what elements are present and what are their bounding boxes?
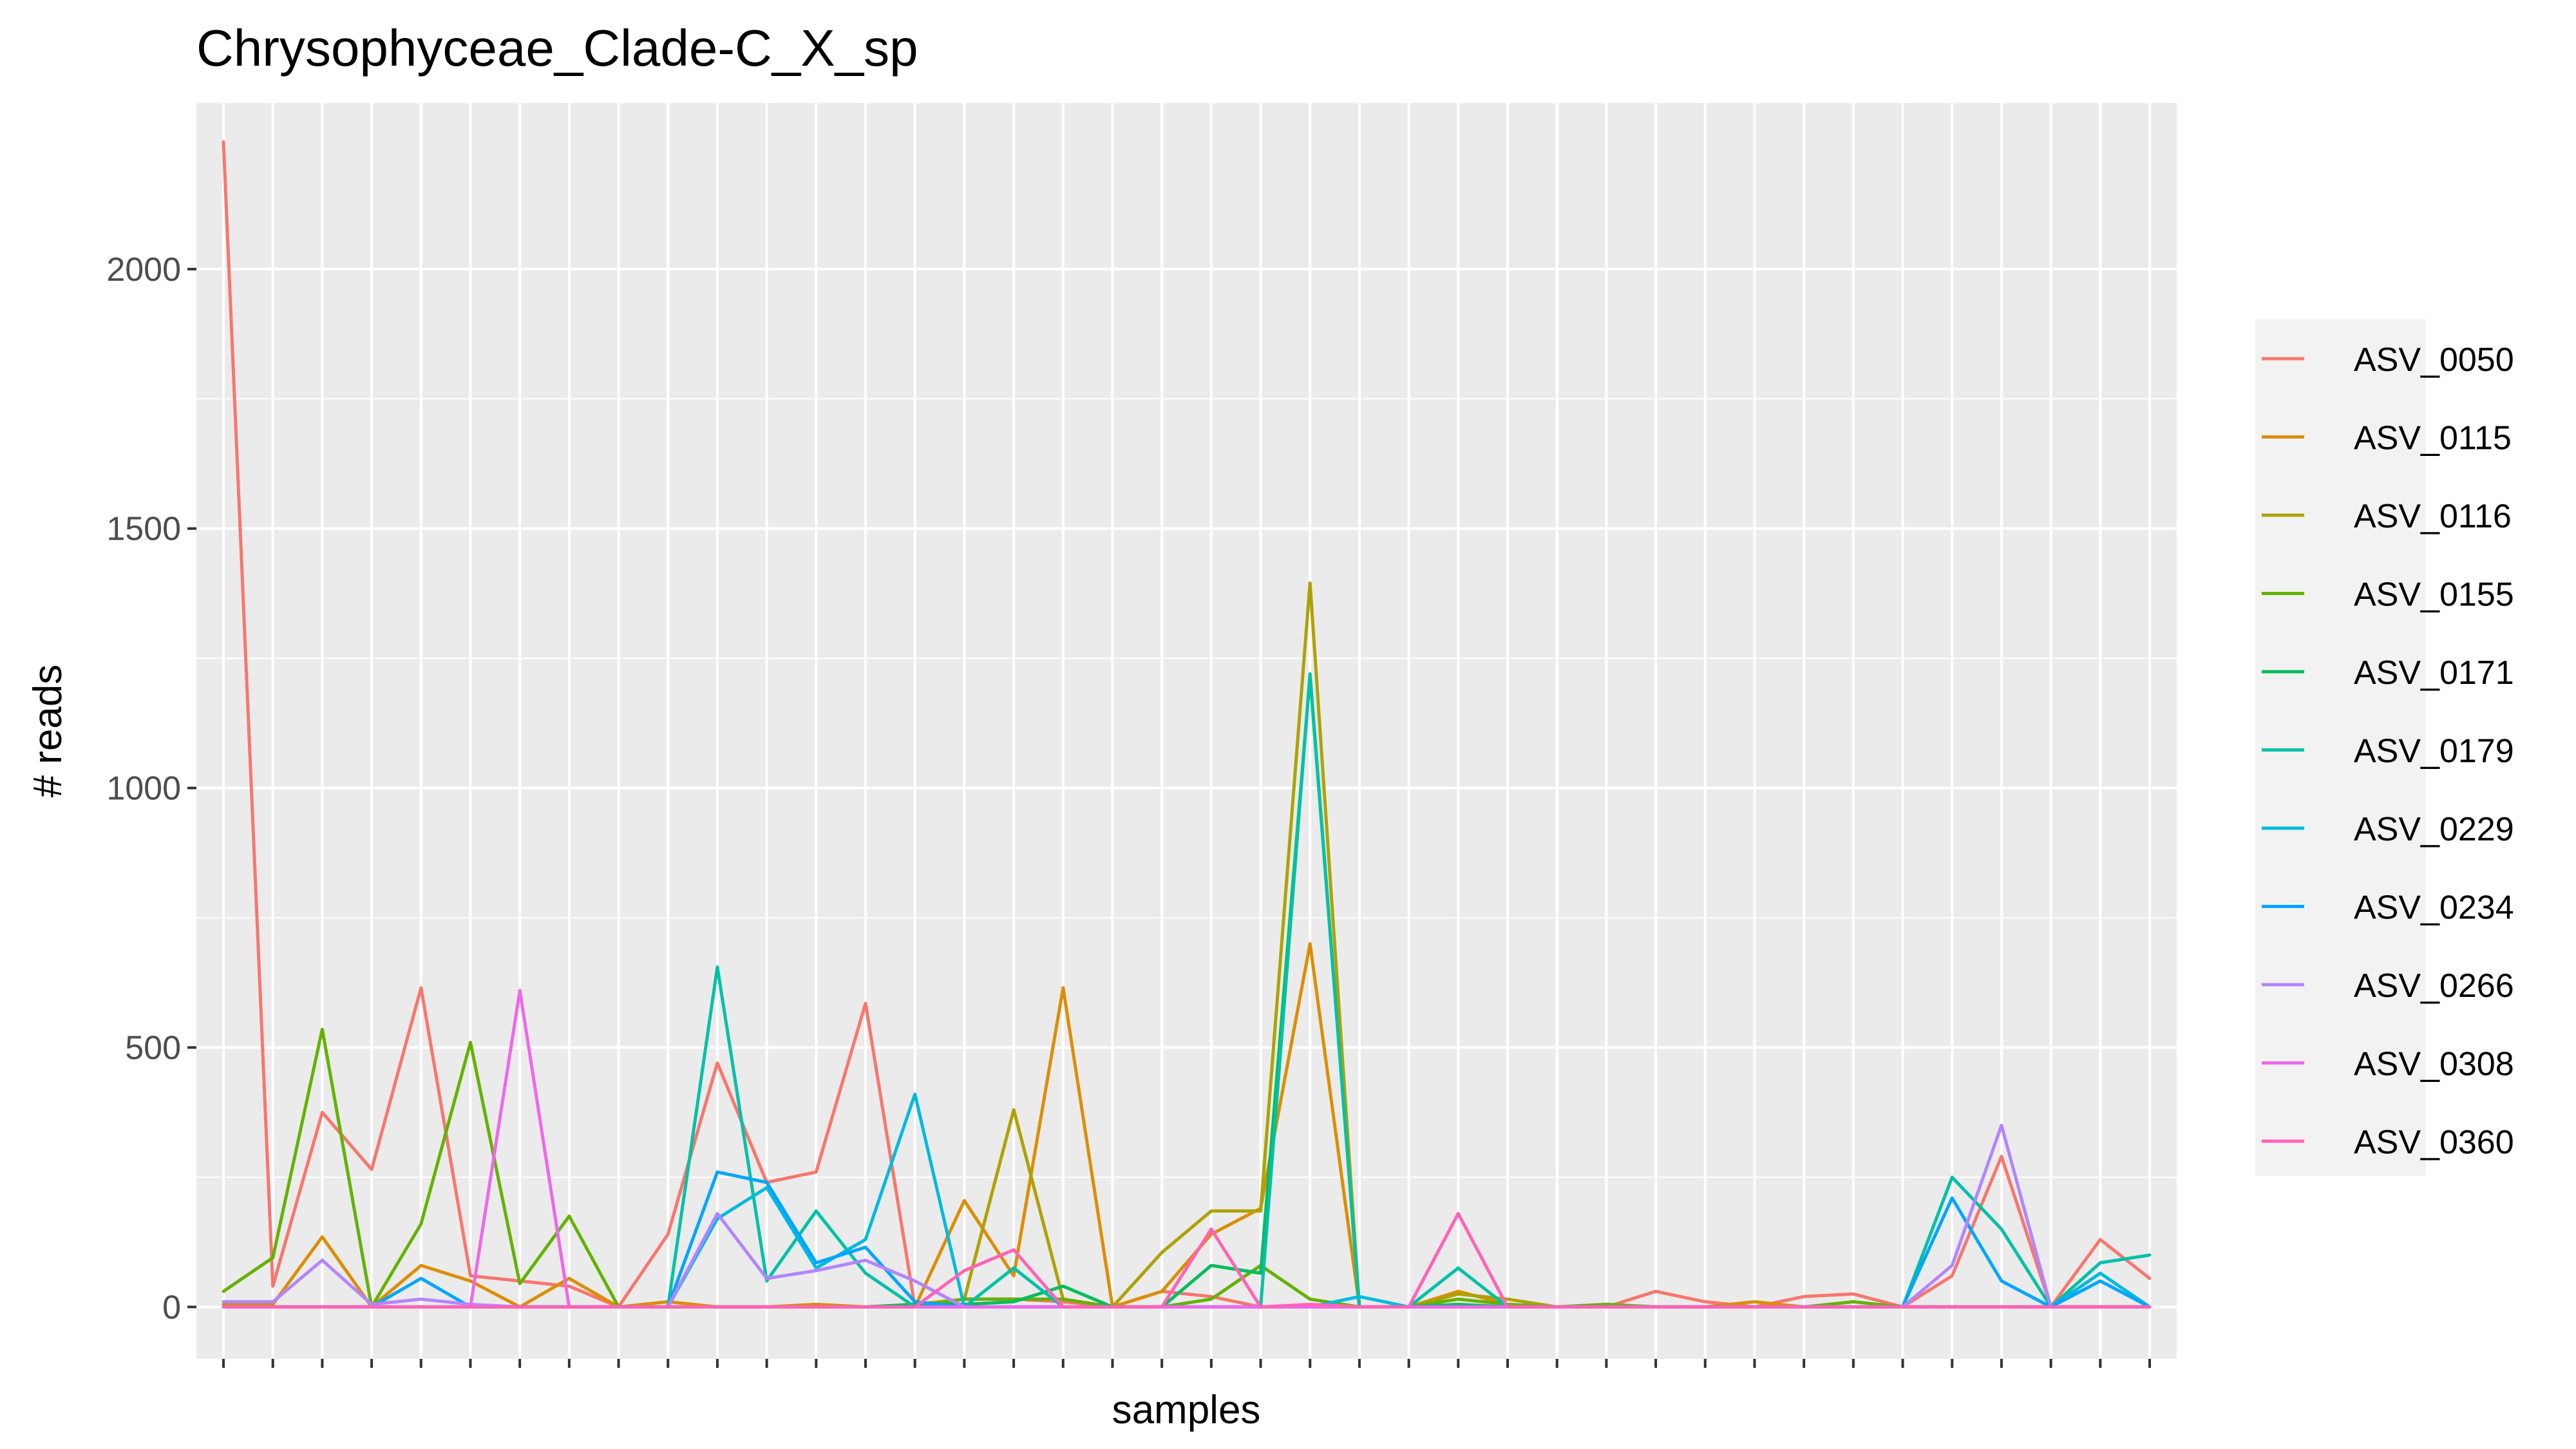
legend-label: ASV_0234 xyxy=(2354,889,2514,927)
legend-background xyxy=(2255,319,2426,1176)
legend-item-asv_0308: ASV_0308 xyxy=(2262,1046,2514,1083)
series-line-asv_0360 xyxy=(222,1211,2152,1309)
legend-item-asv_0179: ASV_0179 xyxy=(2262,733,2514,770)
y-tick-label: 500 xyxy=(125,1030,181,1067)
y-axis: 0 500 1000 1500 2000 xyxy=(106,251,196,1326)
y-axis-title: # reads xyxy=(26,665,70,798)
y-tick-label: 1500 xyxy=(106,511,181,548)
y-tick-label: 0 xyxy=(162,1289,181,1326)
x-axis xyxy=(222,1359,2151,1368)
legend-label: ASV_0116 xyxy=(2354,498,2512,535)
legend-label: ASV_0266 xyxy=(2354,967,2514,1005)
legend-label: ASV_0115 xyxy=(2354,420,2512,457)
y-tick-label: 1000 xyxy=(106,770,181,808)
plot-panel xyxy=(196,103,2177,1359)
chart-title: Chrysophyceae_Clade-C_X_sp xyxy=(196,19,918,77)
legend-label: ASV_0229 xyxy=(2354,811,2514,848)
series-lines xyxy=(222,140,2152,1309)
legend-label: ASV_0171 xyxy=(2354,654,2514,692)
legend-label: ASV_0179 xyxy=(2354,733,2514,770)
grid-lines xyxy=(196,103,2177,1359)
legend-item-asv_0050: ASV_0050 xyxy=(2262,341,2514,379)
y-tick-label: 2000 xyxy=(106,251,181,289)
series-line-asv_0050 xyxy=(222,140,2152,1309)
legend-item-asv_0171: ASV_0171 xyxy=(2262,654,2514,692)
legend-label: ASV_0155 xyxy=(2354,576,2514,614)
legend-label: ASV_0308 xyxy=(2354,1046,2514,1083)
legend-label: ASV_0360 xyxy=(2354,1124,2514,1161)
legend-item-asv_0155: ASV_0155 xyxy=(2262,576,2514,614)
legend-item-asv_0234: ASV_0234 xyxy=(2262,889,2514,927)
x-axis-title: samples xyxy=(1112,1388,1261,1432)
legend-item-asv_0115: ASV_0115 xyxy=(2262,420,2512,457)
legend-item-asv_0266: ASV_0266 xyxy=(2262,967,2514,1005)
legend-item-asv_0116: ASV_0116 xyxy=(2262,498,2512,535)
legend-item-asv_0360: ASV_0360 xyxy=(2262,1124,2514,1161)
legend: ASV_0050 ASV_0115 ASV_0116 ASV_0155 ASV_0171… xyxy=(2255,319,2514,1176)
series-line-asv_0155 xyxy=(222,1027,2152,1309)
legend-item-asv_0229: ASV_0229 xyxy=(2262,811,2514,848)
legend-label: ASV_0050 xyxy=(2354,341,2514,379)
